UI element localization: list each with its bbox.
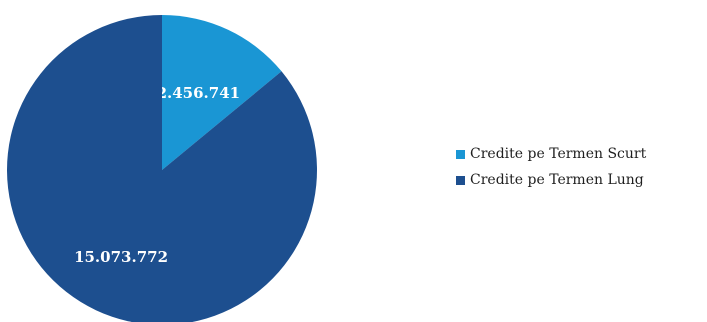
- slice-value-label-1: 2.456.741: [157, 84, 241, 102]
- legend-swatch: [456, 175, 465, 185]
- legend: Credite pe Termen Scurt Credite pe Termen…: [456, 141, 706, 193]
- legend-label: Credite pe Termen Scurt: [470, 146, 647, 162]
- legend-item-2: Credite pe Termen Lung: [456, 167, 706, 193]
- legend-label: Credite pe Termen Lung: [470, 172, 644, 188]
- pie-slice-2: [7, 15, 317, 322]
- pie-slice-1: [162, 15, 282, 170]
- legend-swatch: [456, 149, 465, 159]
- legend-item-1: Credite pe Termen Scurt: [456, 141, 706, 167]
- slice-value-label-2: 15.073.772: [74, 248, 168, 266]
